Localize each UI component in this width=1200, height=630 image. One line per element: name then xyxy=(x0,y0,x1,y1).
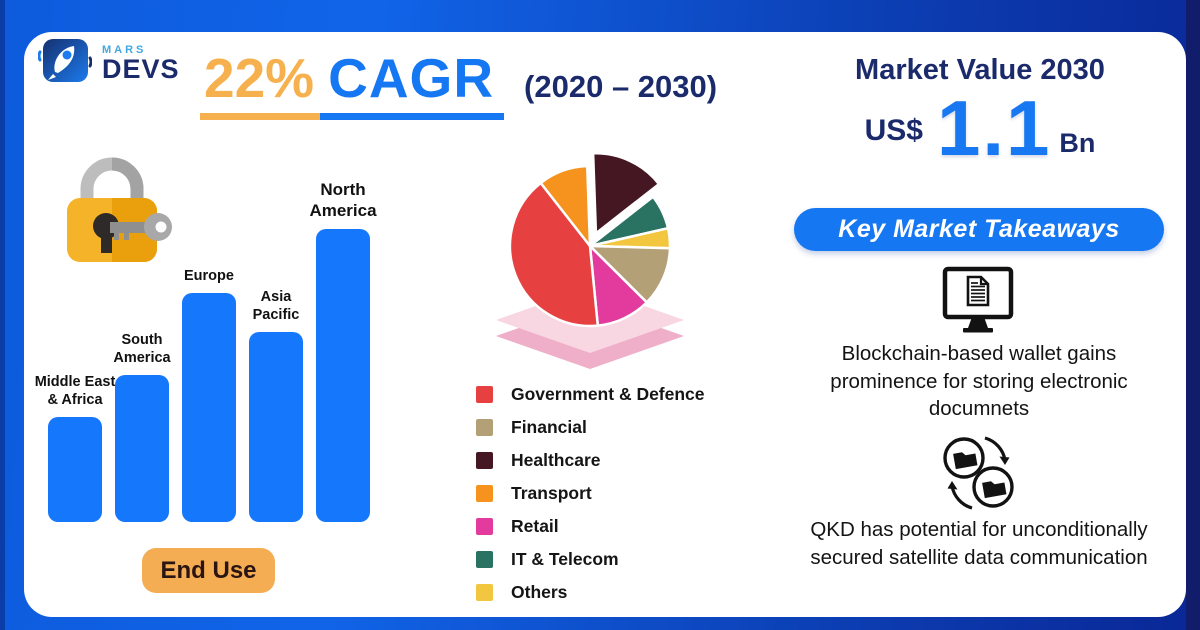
bar-asia-pacific: Asia Pacific xyxy=(249,289,303,522)
cagr-headline: 22% CAGR (2020 – 2030) xyxy=(200,46,717,120)
legend-item-financial: Financial xyxy=(476,411,705,444)
padlock-key-icon xyxy=(54,144,174,269)
bar-label: North America xyxy=(309,180,377,220)
legend-swatch xyxy=(476,419,493,436)
legend-item-it-telecom: IT & Telecom xyxy=(476,543,705,576)
end-use-button[interactable]: End Use xyxy=(142,548,275,593)
monitor-document-icon xyxy=(794,266,1164,336)
pie-slice-healthcare xyxy=(591,152,661,235)
legend-label: Others xyxy=(511,582,568,602)
logo-devs-text: DEVS xyxy=(102,54,180,84)
cagr-value: 22% xyxy=(200,46,321,120)
folder-sync-icon xyxy=(794,434,1164,512)
legend-label: Government & Defence xyxy=(511,384,705,404)
takeaway-text: Blockchain-based wallet gains prominence… xyxy=(830,342,1128,421)
legend-swatch xyxy=(476,518,493,535)
takeaway-item: Blockchain-based wallet gains prominence… xyxy=(794,266,1164,423)
bar-north-america: North America xyxy=(309,180,377,522)
market-value-title: Market Value 2030 xyxy=(855,54,1105,86)
legend-label: Healthcare xyxy=(511,450,601,470)
legend-swatch xyxy=(476,551,493,568)
frame-left-accent xyxy=(0,0,5,630)
bar-label: Middle East & Africa xyxy=(34,374,116,408)
legend-label: Financial xyxy=(511,417,587,437)
legend-swatch xyxy=(476,452,493,469)
bar-europe: Europe xyxy=(182,268,236,522)
legend-item-healthcare: Healthcare xyxy=(476,444,705,477)
cagr-label: CAGR xyxy=(320,46,505,120)
market-value-unit: Bn xyxy=(1059,128,1096,158)
legend-label: Transport xyxy=(511,483,592,503)
cagr-period: (2020 – 2030) xyxy=(524,69,718,104)
pie-slice-government-defence xyxy=(508,181,600,328)
legend-item-transport: Transport xyxy=(476,477,705,510)
legend-label: IT & Telecom xyxy=(511,549,619,569)
end-use-pie-chart xyxy=(468,118,712,383)
legend-label: Retail xyxy=(511,516,559,536)
frame-right-accent xyxy=(1186,0,1200,630)
regional-bar-chart: Middle East & Africa South America Europe A… xyxy=(35,177,377,522)
key-market-takeaways-button[interactable]: Key Market Takeaways xyxy=(794,208,1164,251)
bar-south-america: South America xyxy=(113,332,171,522)
bar-label: Europe xyxy=(184,267,234,284)
bar-middle-east-africa: Middle East & Africa xyxy=(35,374,115,522)
market-value-currency: US$ xyxy=(864,114,923,147)
marsdevs-logo[interactable]: MARS DEVS xyxy=(37,36,180,91)
pie-legend: Government & Defence Financial Healthcare T… xyxy=(476,378,705,609)
pie-slice-transport xyxy=(539,164,592,248)
bar-label: South America xyxy=(113,332,171,366)
takeaway-item: QKD has potential for unconditionally se… xyxy=(794,434,1164,571)
rocket-logo-icon xyxy=(37,36,93,91)
legend-item-others: Others xyxy=(476,576,705,609)
infographic-card: MARS DEVS 22% CAGR (2020 – 2030) Market … xyxy=(24,32,1186,617)
legend-swatch xyxy=(476,584,493,601)
legend-item-government-defence: Government & Defence xyxy=(476,378,705,411)
logo-mars-text: MARS xyxy=(102,44,147,56)
takeaway-text: QKD has potential for unconditionally se… xyxy=(810,518,1148,569)
market-value-block: Market Value 2030 US$ 1.1 Bn xyxy=(810,54,1150,167)
legend-item-retail: Retail xyxy=(476,510,705,543)
legend-swatch xyxy=(476,386,493,403)
market-value-amount: 1.1 xyxy=(936,84,1052,172)
legend-swatch xyxy=(476,485,493,502)
bar-label: Asia Pacific xyxy=(252,289,300,323)
